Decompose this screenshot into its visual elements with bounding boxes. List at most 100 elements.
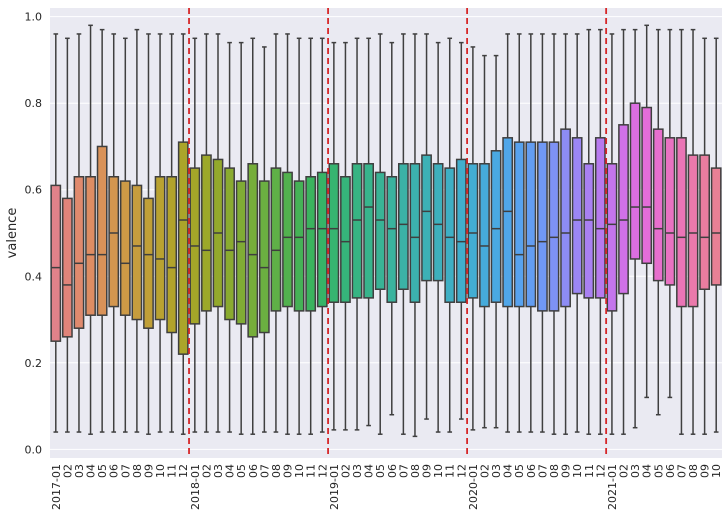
box	[340, 41, 351, 431]
x-tick-label: 03	[490, 464, 503, 478]
x-tick-label: 10	[571, 464, 584, 478]
box-body	[73, 176, 85, 329]
box-body	[664, 137, 676, 286]
box-body	[247, 163, 259, 338]
box-body	[606, 163, 618, 312]
box	[641, 24, 653, 399]
box	[409, 33, 421, 438]
box-body	[50, 184, 62, 342]
box	[664, 28, 676, 399]
box	[699, 37, 711, 435]
box-body	[270, 167, 282, 312]
box	[374, 33, 386, 435]
box-body	[386, 176, 398, 303]
box	[676, 28, 687, 435]
x-tick-label: 08	[270, 464, 283, 478]
box-body	[374, 171, 386, 290]
box	[293, 37, 305, 435]
box-body	[85, 176, 96, 316]
x-tick-label: 05	[652, 464, 665, 478]
box-body	[537, 141, 548, 312]
box	[560, 33, 571, 435]
box	[235, 41, 247, 435]
x-tick-label: 09	[421, 464, 434, 478]
box	[50, 33, 62, 433]
x-tick-label: 09	[560, 464, 573, 478]
box-body	[166, 176, 178, 334]
box	[85, 24, 96, 435]
box	[548, 33, 560, 435]
box	[513, 33, 525, 433]
y-tick-label: 1.0	[25, 11, 43, 24]
box	[490, 54, 502, 429]
box	[652, 28, 664, 416]
box-body	[421, 154, 432, 282]
box-body	[583, 163, 595, 299]
x-tick-label: 11	[305, 464, 318, 478]
x-tick-label: 03	[212, 464, 225, 478]
x-tick-label: 02	[200, 464, 213, 478]
box	[96, 28, 108, 433]
box	[258, 46, 270, 433]
x-tick-label: 04	[224, 464, 237, 478]
x-tick-label: 2019-01	[328, 464, 341, 510]
x-tick-label: 11	[583, 464, 596, 478]
y-tick-label: 0.8	[25, 97, 43, 110]
x-tick-label: 02	[61, 464, 74, 478]
box	[606, 33, 618, 435]
x-tick-label: 02	[339, 464, 352, 478]
box	[629, 28, 641, 429]
box-body	[96, 145, 108, 316]
x-tick-label: 09	[282, 464, 295, 478]
box-body	[235, 180, 247, 325]
box	[73, 33, 85, 433]
x-tick-label: 08	[409, 464, 422, 478]
x-tick-label: 10	[293, 464, 306, 478]
box	[397, 33, 409, 435]
x-tick-label: 02	[478, 464, 491, 478]
box	[131, 28, 143, 433]
x-tick-label: 06	[664, 464, 677, 478]
x-tick-label: 09	[142, 464, 155, 478]
box-body	[479, 163, 490, 308]
x-tick-label: 06	[247, 464, 260, 478]
box	[618, 28, 629, 435]
x-tick-label: 05	[235, 464, 248, 478]
box	[571, 33, 583, 433]
box	[432, 41, 444, 433]
x-tick-label: 12	[177, 464, 190, 478]
box	[455, 41, 467, 420]
x-axis: 2017-0102030405060708091011122018-010203…	[50, 464, 723, 510]
box-body	[687, 154, 699, 308]
box	[201, 33, 212, 433]
box-body	[409, 163, 421, 303]
x-tick-label: 03	[73, 464, 86, 478]
box-series	[50, 24, 722, 438]
box-body	[363, 163, 375, 299]
box-body	[676, 137, 687, 308]
box-body	[61, 197, 73, 338]
x-tick-label: 05	[374, 464, 387, 478]
x-tick-label: 07	[675, 464, 688, 478]
x-tick-label: 04	[363, 464, 376, 478]
x-tick-label: 06	[386, 464, 399, 478]
y-axis-label: valence	[5, 208, 20, 259]
box-body	[154, 176, 166, 321]
x-tick-label: 03	[351, 464, 364, 478]
box	[61, 37, 73, 433]
box	[502, 33, 514, 433]
x-tick-label: 07	[536, 464, 549, 478]
box	[316, 37, 328, 433]
box-body	[641, 106, 653, 265]
box-body	[224, 167, 235, 321]
box-body	[432, 163, 444, 282]
box-body	[629, 102, 641, 260]
box-body	[177, 141, 189, 355]
x-tick-label: 11	[444, 464, 457, 478]
box-body	[502, 137, 514, 308]
box	[444, 37, 456, 433]
box-body	[293, 180, 305, 312]
box-body	[201, 154, 212, 312]
box-body	[328, 163, 340, 303]
box	[351, 37, 363, 431]
